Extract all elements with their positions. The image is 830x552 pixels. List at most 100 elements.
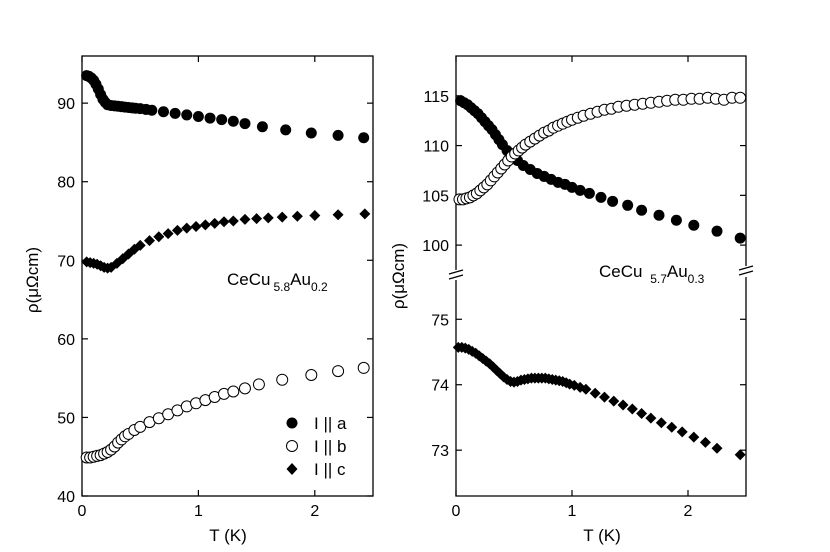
right-lower-point [676,426,688,438]
left-point [305,369,318,381]
right-x-tick-label: 0 [452,503,461,520]
axis-break-right-1 [738,265,754,271]
legend-label-a: I || a [314,414,347,433]
left-point [204,112,216,124]
right-lower-point [636,408,648,420]
legend-marker-a [286,417,298,429]
left-point [181,222,193,234]
right-lower-point [608,395,620,407]
right-axes: 0 1 2 100 105 110 115 73 74 75 [422,56,746,520]
axis-break-left-1 [448,269,464,275]
left-point [157,106,169,118]
left-point [252,378,265,391]
left-point [216,114,228,126]
left-point [227,215,239,227]
left-panel: 0 1 2 40 50 60 70 80 90 ρ(μΩcm) T (K) CeCu 5.8Au0… [23,55,374,545]
left-point [190,221,202,232]
left-point [238,382,251,395]
left-point [276,373,289,386]
right-upper-point [607,195,619,207]
right-upper-point [688,219,700,231]
right-upper-point [636,204,648,216]
left-point [358,132,370,144]
left-point [134,420,147,433]
left-point [192,111,204,122]
left-point [251,213,263,225]
axis-break-left-2 [448,274,464,280]
left-point [146,104,158,116]
left-point [262,212,274,224]
left-point [239,118,251,130]
right-lower-point [734,449,746,461]
left-annotation-mid: Au [290,270,311,289]
left-point [291,210,303,222]
right-plot-frame [455,55,747,497]
left-x-tick-label: 0 [78,503,87,520]
right-lower-point [655,417,667,429]
right-annotation-sub1: 5.7 [650,272,667,286]
left-point [134,239,146,251]
left-y-tick-label: 70 [57,253,75,270]
right-marks [452,91,747,461]
right-lower-point [688,431,700,443]
left-point [332,129,344,141]
right-upper-y-tick-label: 100 [422,238,449,255]
right-upper-point [734,232,746,244]
left-point [239,213,251,225]
right-sample-annotation: CeCu 5.7Au0.3 [599,262,705,286]
right-x-tick-label: 1 [568,503,577,520]
left-x-tick-label: 1 [194,503,203,520]
left-y-tick-label: 60 [57,332,75,349]
right-lower-point [626,403,638,415]
right-lower-point [699,436,711,448]
right-upper-point [670,214,682,226]
left-annotation-base: CeCu [227,270,270,289]
left-point [256,121,268,133]
left-x-tick-label: 2 [310,503,319,520]
left-annotation-sub2: 0.2 [311,280,328,294]
right-upper-point [734,91,747,104]
right-lower-point [666,421,678,433]
left-sample-annotation: CeCu 5.8Au0.2 [227,270,328,294]
left-point [171,224,183,236]
left-point [227,115,239,127]
left-point [144,235,156,247]
left-point [359,208,371,220]
right-upper-point [583,187,595,199]
left-point [305,127,317,139]
left-point [199,219,211,231]
right-lower-point [580,383,592,395]
left-point [153,231,165,243]
right-annotation-mid: Au [667,262,688,281]
left-point [209,217,221,229]
legend-marker-b [286,440,298,452]
left-x-axis-label: T (K) [209,526,246,545]
right-lower-y-tick-label: 73 [431,443,449,460]
left-annotation-sub1: 5.8 [273,280,290,294]
left-point [357,361,370,374]
left-y-tick-label: 80 [57,175,75,192]
right-upper-point [595,191,607,203]
right-y-axis-label: ρ(μΩcm) [389,243,408,309]
left-point [162,228,174,240]
legend-label-c: I || c [314,460,346,479]
right-x-tick-label: 2 [684,503,693,520]
left-point [332,365,345,378]
legend-label-b: I || b [314,437,346,456]
left-point [218,216,230,228]
right-annotation-base: CeCu [599,262,647,281]
right-lower-point [589,387,601,399]
left-point [117,253,129,265]
right-upper-y-tick-label: 105 [422,188,449,205]
left-point [280,124,292,136]
left-y-axis-label: ρ(μΩcm) [23,247,42,313]
right-upper-y-tick-label: 115 [423,89,449,106]
right-lower-point [598,391,610,403]
left-point [309,210,321,221]
right-lower-point [645,412,657,424]
left-plot-frame [81,55,374,497]
axis-break-right-2 [738,270,754,276]
left-axes: 0 1 2 40 50 60 70 80 90 [57,56,373,520]
left-y-tick-label: 40 [57,489,75,506]
